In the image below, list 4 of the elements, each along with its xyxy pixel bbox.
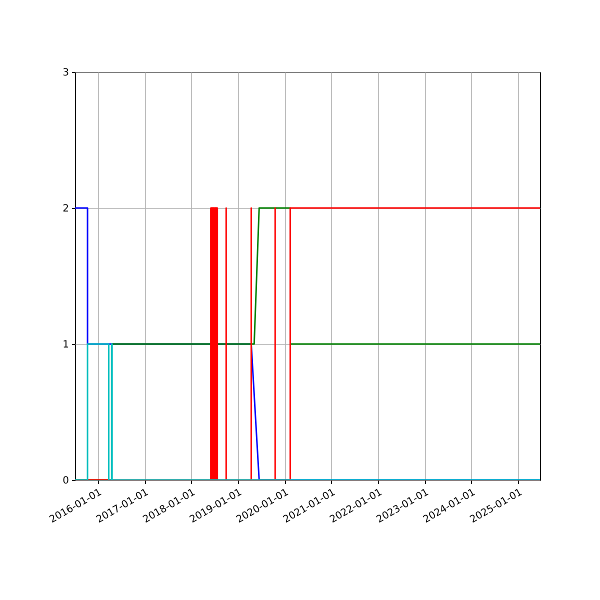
y-tick-label: 1 xyxy=(62,340,69,350)
y-tick-label: 3 xyxy=(62,68,69,78)
y-tick-label: 0 xyxy=(62,476,69,486)
y-tick-label: 2 xyxy=(62,204,69,214)
